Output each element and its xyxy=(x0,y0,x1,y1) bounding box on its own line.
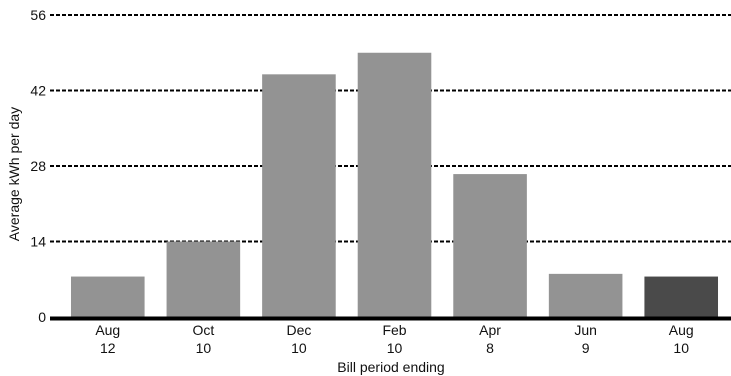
y-axis-title: Average kWh per day xyxy=(6,107,22,241)
x-tick-label: Apr xyxy=(479,322,501,338)
y-tick-label: 14 xyxy=(30,234,46,250)
x-tick-label: Jun xyxy=(574,322,597,338)
x-tick-label: Feb xyxy=(382,322,406,338)
x-tick-label: 8 xyxy=(486,340,494,356)
bar xyxy=(548,273,623,317)
bar xyxy=(262,74,336,317)
x-tick-label: 9 xyxy=(582,340,590,356)
x-tick-label: Aug xyxy=(669,322,694,338)
x-tick-label: Aug xyxy=(95,322,120,338)
y-tick-labels: 0 14 28 42 56 xyxy=(30,7,46,325)
bar xyxy=(453,174,527,317)
gridlines xyxy=(50,14,731,243)
bar xyxy=(357,52,432,317)
bar xyxy=(70,276,145,317)
x-tick-label: Oct xyxy=(192,322,214,338)
x-tick-label: 10 xyxy=(673,340,689,356)
x-tick-labels: Aug 12 Oct 10 Dec 10 Feb 10 Apr 8 Jun 9 Aug 10 xyxy=(95,322,693,356)
x-tick-label: 10 xyxy=(196,340,212,356)
y-tick-label: 56 xyxy=(30,7,46,23)
x-axis-title: Bill period ending xyxy=(337,359,444,375)
bar xyxy=(644,276,719,317)
y-tick-label: 28 xyxy=(30,158,46,174)
bars xyxy=(70,52,719,317)
y-tick-label: 42 xyxy=(30,83,46,99)
x-tick-label: Dec xyxy=(286,322,311,338)
y-tick-label: 0 xyxy=(38,309,46,325)
x-tick-label: 10 xyxy=(387,340,403,356)
bar xyxy=(166,241,241,317)
x-tick-label: 10 xyxy=(291,340,307,356)
x-tick-label: 12 xyxy=(100,340,116,356)
